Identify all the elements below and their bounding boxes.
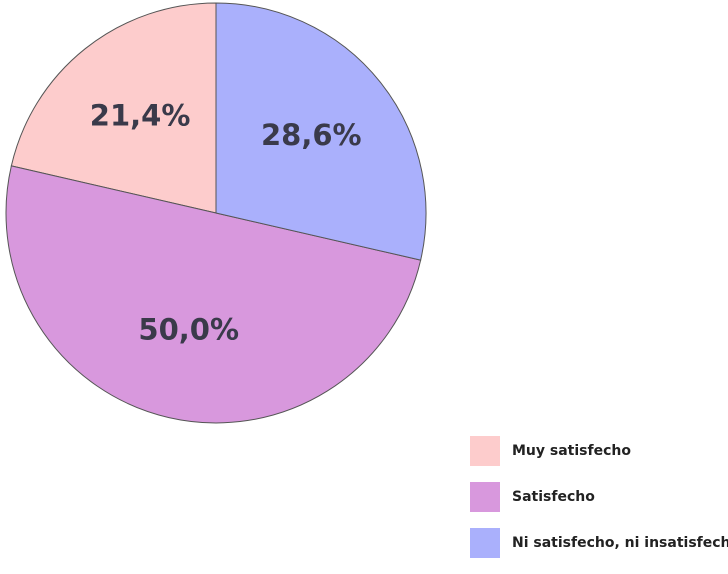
pie-slice-muy-satisfecho <box>10 2 217 214</box>
legend: Muy satisfecho Satisfecho Ni satisfecho,… <box>470 436 728 574</box>
slice-label-satisfecho: 50,0% <box>138 313 239 347</box>
legend-item-ni-satisfecho-ni-insatisfecho: Ni satisfecho, ni insatisfecho <box>470 528 728 558</box>
legend-label: Satisfecho <box>512 489 595 505</box>
pie-slice-ni-satisfecho-ni-insatisfecho <box>215 2 427 261</box>
legend-item-muy-satisfecho: Muy satisfecho <box>470 436 728 466</box>
legend-item-satisfecho: Satisfecho <box>470 482 728 512</box>
legend-swatch <box>470 436 500 466</box>
legend-swatch <box>470 528 500 558</box>
legend-label: Ni satisfecho, ni insatisfecho <box>512 535 728 551</box>
chart-container: 21,4% 50,0% 28,6% Muy satisfecho Satisfech… <box>5 2 728 558</box>
slice-label-muy-satisfecho: 21,4% <box>90 99 191 133</box>
pie-slice-labels: 21,4% 50,0% 28,6% <box>90 99 362 347</box>
legend-swatch <box>470 482 500 512</box>
slice-label-ni-satisfecho-ni-insatisfecho: 28,6% <box>261 118 362 152</box>
pie-chart: 21,4% 50,0% 28,6% <box>5 2 427 424</box>
legend-label: Muy satisfecho <box>512 443 631 459</box>
pie-slices <box>5 2 427 424</box>
pie-slice-satisfecho <box>5 165 422 424</box>
